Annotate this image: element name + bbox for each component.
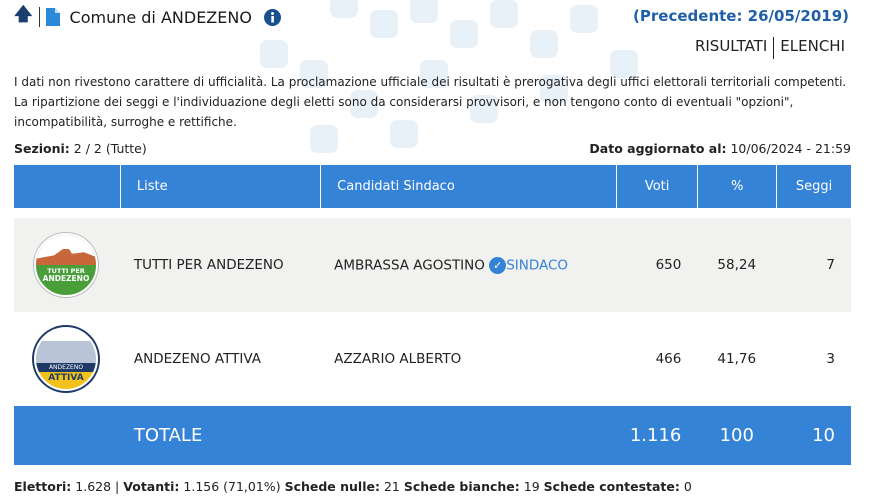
col-candidati: Candidati Sindaco — [320, 165, 616, 208]
col-liste: Liste — [119, 165, 321, 208]
votanti-label: Votanti: — [123, 479, 180, 494]
tab-risultati[interactable]: RISULTATI — [694, 37, 768, 55]
candidate: AZZARIO ALBERTO — [320, 312, 616, 406]
updated-info: Dato aggiornato al: 10/06/2024 - 21:59 — [589, 141, 851, 156]
divider — [38, 7, 40, 27]
percent: 58,24 — [697, 218, 777, 312]
previous-election-link[interactable]: (Precedente: 26/05/2019) — [633, 7, 849, 25]
header: 🡅 Comune di ANDEZENO — [14, 4, 281, 28]
results-table: Liste Candidati Sindaco Voti % Seggi TUT… — [14, 165, 851, 465]
info-icon[interactable] — [263, 8, 281, 26]
check-circle-icon: ✓ — [489, 256, 507, 274]
arrow-up-icon[interactable]: 🡅 — [14, 4, 33, 25]
table-header: Liste Candidati Sindaco Voti % Seggi — [14, 165, 851, 208]
elettori-label: Elettori: — [14, 479, 72, 494]
percent: 41,76 — [697, 312, 777, 406]
candidate-name: AMBRASSA AGOSTINO — [334, 257, 485, 273]
total-percent: 100 — [697, 406, 777, 465]
candidate: AMBRASSA AGOSTINO ✓ SINDACO — [320, 218, 616, 312]
list-name: ANDEZENO ATTIVA — [119, 312, 321, 406]
col-seggi: Seggi — [776, 165, 851, 208]
seats: 3 — [776, 312, 851, 406]
col-pct: % — [697, 165, 777, 208]
sections-label: Sezioni: — [14, 141, 70, 156]
col-logo — [14, 165, 120, 208]
bianche-label: Schede bianche: — [403, 479, 520, 494]
table-row: TUTTI PER ANDEZENO TUTTI PER ANDEZENO AMB… — [14, 218, 851, 312]
page-title: Comune di ANDEZENO — [69, 7, 252, 27]
view-tabs: RISULTATI ELENCHI — [695, 37, 845, 59]
turnout-summary: Elettori: 1.628 | Votanti: 1.156 (71,01%… — [14, 479, 692, 494]
sections-info: Sezioni: 2 / 2 (Tutte) — [14, 141, 147, 156]
list-logo-tutti-per-andezeno: TUTTI PER ANDEZENO — [34, 233, 98, 297]
total-row: TOTALE 1.116 100 10 — [14, 406, 851, 465]
nulle-label: Schede nulle: — [284, 479, 380, 494]
list-name: TUTTI PER ANDEZENO — [119, 218, 321, 312]
divider — [773, 37, 775, 59]
contestate-value: 0 — [683, 479, 692, 494]
list-logo-andezeno-attiva: ANDEZENO ATTIVA — [34, 327, 98, 391]
document-icon[interactable] — [45, 8, 60, 26]
updated-label: Dato aggiornato al: — [589, 141, 727, 156]
votanti-value: 1.156 (71,01%) — [183, 479, 281, 494]
seats: 7 — [776, 218, 851, 312]
tab-elenchi[interactable]: ELENCHI — [780, 37, 845, 55]
col-voti: Voti — [615, 165, 698, 208]
elettori-value: 1.628 — [75, 479, 112, 494]
bianche-value: 19 — [523, 479, 540, 494]
total-label: TOTALE — [119, 406, 321, 465]
votes: 650 — [615, 218, 698, 312]
contestate-label: Schede contestate: — [543, 479, 680, 494]
total-seats: 10 — [776, 406, 851, 465]
table-row: ANDEZENO ATTIVA ANDEZENO ATTIVA AZZARIO … — [14, 312, 851, 406]
nulle-value: 21 — [383, 479, 400, 494]
mayor-badge: SINDACO — [506, 257, 569, 273]
total-votes: 1.116 — [615, 406, 698, 465]
disclaimer: I dati non rivestono carattere di uffici… — [14, 75, 847, 129]
votes: 466 — [615, 312, 698, 406]
updated-value: 10/06/2024 - 21:59 — [730, 141, 851, 156]
sections-value: 2 / 2 (Tutte) — [73, 141, 147, 156]
